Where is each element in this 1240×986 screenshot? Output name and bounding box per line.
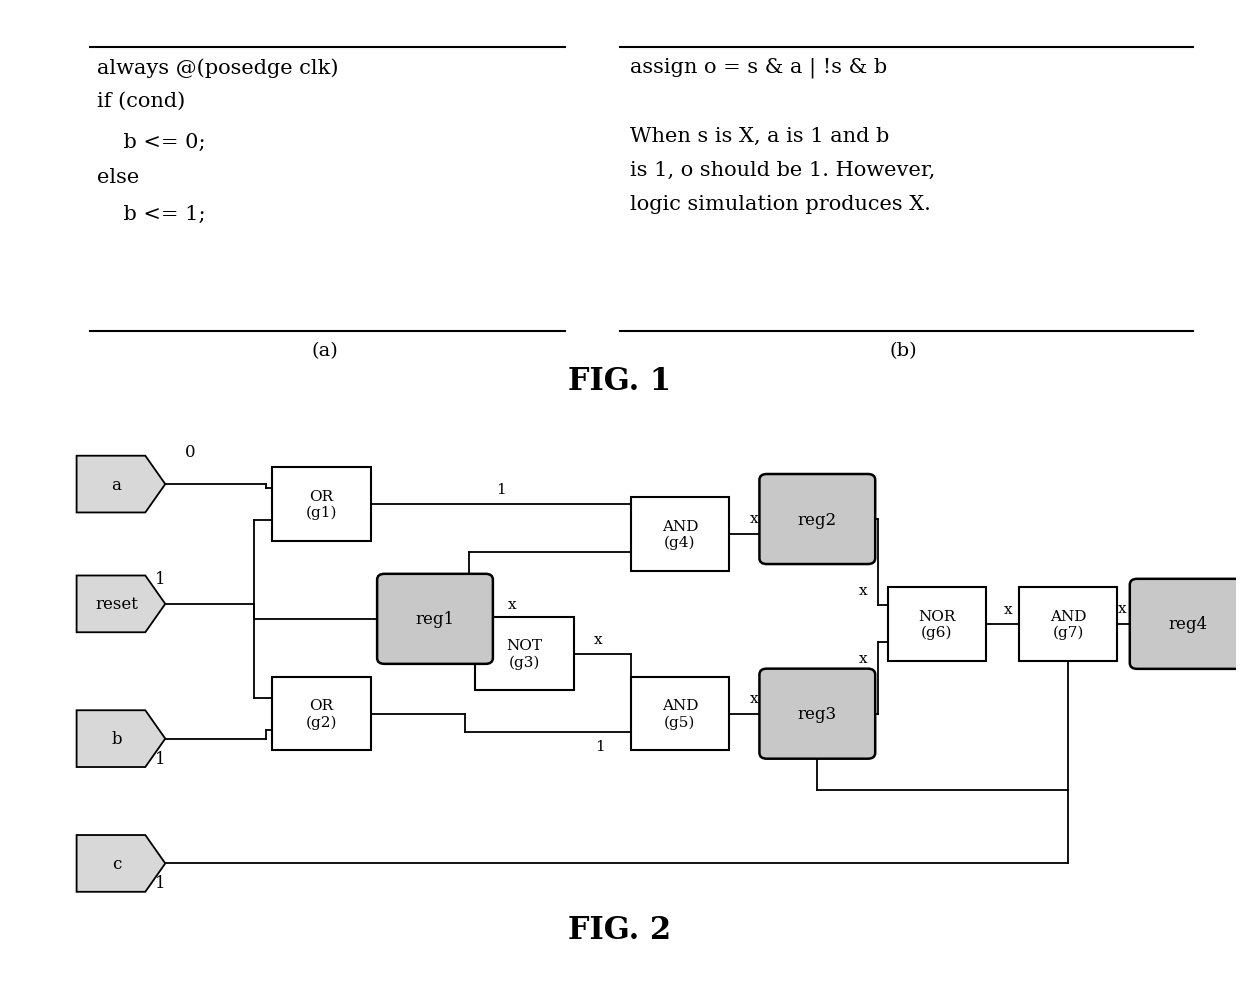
FancyBboxPatch shape xyxy=(631,677,729,750)
Text: NOT
(g3): NOT (g3) xyxy=(507,639,543,669)
Text: reg2: reg2 xyxy=(797,511,837,528)
Text: else: else xyxy=(97,168,139,186)
Polygon shape xyxy=(77,576,165,633)
Text: x: x xyxy=(508,598,517,611)
Text: reg4: reg4 xyxy=(1168,615,1208,633)
Text: x: x xyxy=(1118,601,1127,615)
FancyBboxPatch shape xyxy=(759,474,875,564)
Text: x: x xyxy=(858,584,867,598)
Text: OR
(g1): OR (g1) xyxy=(306,489,337,520)
Text: OR
(g2): OR (g2) xyxy=(306,699,337,730)
Text: b <= 1;: b <= 1; xyxy=(97,204,205,224)
Text: reg1: reg1 xyxy=(415,610,455,628)
Text: (a): (a) xyxy=(311,341,337,360)
Text: When s is X, a is 1 and b: When s is X, a is 1 and b xyxy=(630,126,889,145)
Text: if (cond): if (cond) xyxy=(97,92,185,111)
Text: x: x xyxy=(750,691,759,705)
Text: reset: reset xyxy=(95,596,138,612)
FancyBboxPatch shape xyxy=(475,617,574,691)
FancyBboxPatch shape xyxy=(631,498,729,571)
Text: x: x xyxy=(858,651,867,666)
FancyBboxPatch shape xyxy=(759,669,875,759)
Text: x: x xyxy=(750,512,759,526)
FancyBboxPatch shape xyxy=(888,588,986,661)
Text: x: x xyxy=(594,632,603,647)
Text: b <= 0;: b <= 0; xyxy=(97,133,205,152)
FancyBboxPatch shape xyxy=(377,574,492,665)
Text: reg3: reg3 xyxy=(797,705,837,723)
Text: AND
(g5): AND (g5) xyxy=(662,699,698,730)
Text: x: x xyxy=(1004,602,1013,616)
Text: always @(posedge clk): always @(posedge clk) xyxy=(97,58,339,78)
Text: FIG. 1: FIG. 1 xyxy=(568,366,672,397)
FancyBboxPatch shape xyxy=(273,677,371,750)
Text: b: b xyxy=(112,731,122,747)
Text: NOR
(g6): NOR (g6) xyxy=(918,609,956,640)
Text: a: a xyxy=(112,476,122,493)
Polygon shape xyxy=(77,457,165,513)
Text: 0: 0 xyxy=(185,444,196,460)
Text: is 1, o should be 1. However,: is 1, o should be 1. However, xyxy=(630,161,935,179)
Text: 1: 1 xyxy=(496,483,506,497)
Text: FIG. 2: FIG. 2 xyxy=(568,914,672,945)
FancyBboxPatch shape xyxy=(273,468,371,541)
Polygon shape xyxy=(77,835,165,892)
Text: AND
(g4): AND (g4) xyxy=(662,520,698,550)
Text: 1: 1 xyxy=(595,740,605,753)
Text: (b): (b) xyxy=(889,341,918,360)
Text: 1: 1 xyxy=(155,750,165,767)
Text: 1: 1 xyxy=(155,874,165,891)
FancyBboxPatch shape xyxy=(1130,579,1240,669)
Text: c: c xyxy=(112,855,122,872)
Text: assign o = s & a | !s & b: assign o = s & a | !s & b xyxy=(630,58,887,79)
Text: 1: 1 xyxy=(155,571,165,588)
Polygon shape xyxy=(77,711,165,767)
Text: AND
(g7): AND (g7) xyxy=(1050,609,1086,640)
Text: logic simulation produces X.: logic simulation produces X. xyxy=(630,195,931,214)
FancyBboxPatch shape xyxy=(1019,588,1117,661)
